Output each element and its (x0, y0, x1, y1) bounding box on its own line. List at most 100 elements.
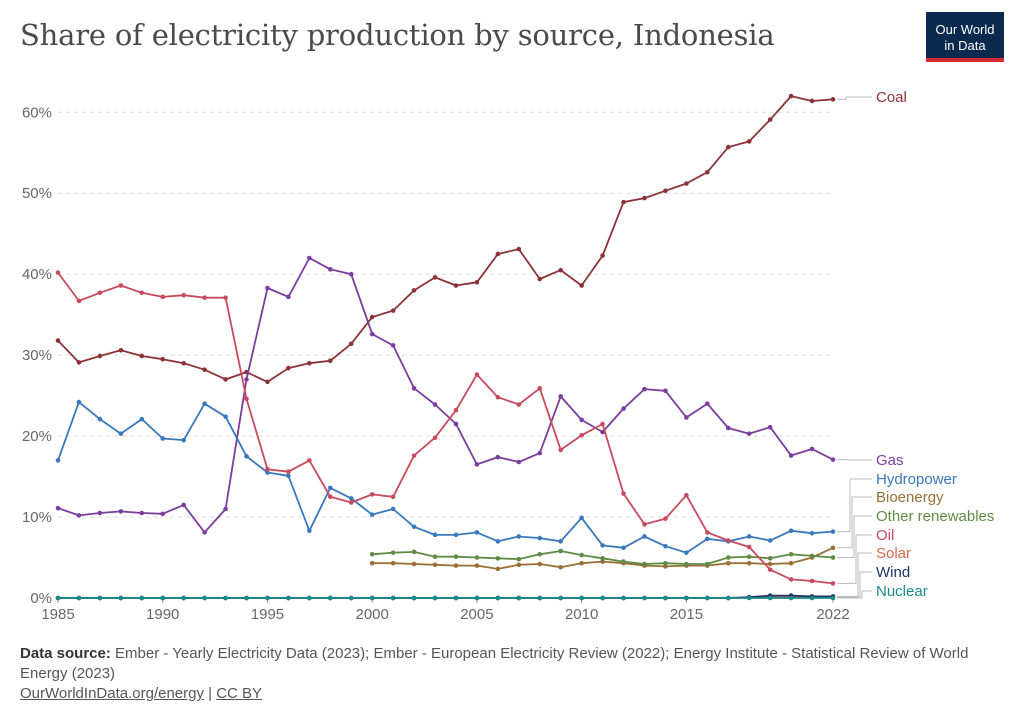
data-point-coal (621, 199, 626, 205)
data-point-coal (788, 93, 794, 99)
data-point-gas (160, 511, 166, 517)
data-point-oil (369, 492, 375, 497)
data-point-hydropower (579, 515, 584, 521)
data-point-gas (369, 331, 375, 337)
data-point-nuclear (621, 595, 626, 601)
data-point-hydropower (244, 454, 249, 459)
data-point-coal (600, 253, 605, 258)
data-point-coal (265, 379, 270, 385)
data-point-hydropower (663, 543, 668, 549)
data-point-other-renewables (830, 555, 836, 560)
series-label-gas: Gas (876, 452, 904, 469)
data-point-nuclear (369, 595, 375, 601)
data-point-other-renewables (369, 551, 375, 557)
data-point-nuclear (244, 595, 249, 601)
source-link[interactable]: OurWorldInData.org/energy (20, 685, 204, 702)
data-point-coal (139, 353, 145, 359)
owid-logo[interactable]: Our World in Data (926, 12, 1004, 62)
data-point-gas (516, 459, 522, 465)
chart-title: Share of electricity production by sourc… (20, 18, 775, 52)
data-point-nuclear (181, 595, 186, 601)
data-point-oil (642, 522, 647, 527)
data-point-bioenergy (537, 561, 543, 567)
data-point-other-renewables (432, 554, 438, 560)
data-point-hydropower (432, 532, 438, 538)
data-point-hydropower (286, 473, 291, 479)
data-point-bioenergy (369, 560, 375, 566)
data-point-bioenergy (767, 561, 773, 567)
data-point-coal (516, 246, 522, 252)
data-point-coal (286, 365, 291, 371)
data-point-other-renewables (809, 553, 815, 559)
data-point-gas (327, 267, 333, 272)
data-point-hydropower (788, 528, 794, 534)
data-point-coal (97, 353, 103, 359)
data-point-bioenergy (390, 560, 396, 566)
data-point-oil (788, 577, 794, 582)
data-point-other-renewables (767, 556, 773, 561)
line-chart: 0% 10% 20% 30% 40% 50% 60% 1985 1990 1995 2000 2005… (22, 89, 994, 623)
data-point-hydropower (830, 529, 836, 534)
data-point-nuclear (705, 595, 710, 601)
data-point-other-renewables (725, 555, 731, 560)
data-point-coal (202, 367, 207, 373)
data-point-gas (223, 506, 228, 512)
data-point-nuclear (118, 595, 124, 601)
series-line-gas (57, 257, 834, 534)
data-point-hydropower (600, 543, 605, 548)
data-point-coal (725, 144, 731, 150)
data-point-coal (76, 360, 82, 365)
data-point-nuclear (411, 595, 417, 601)
data-point-gas (76, 513, 82, 518)
label-connector-other-renewables (837, 515, 872, 559)
data-point-coal (307, 360, 312, 366)
data-point-oil (600, 421, 605, 427)
data-point-hydropower (453, 532, 459, 538)
data-point-coal (746, 139, 752, 144)
data-point-hydropower (684, 550, 689, 555)
data-point-gas (432, 402, 438, 407)
data-point-coal (830, 97, 836, 102)
data-point-nuclear (286, 595, 291, 601)
data-point-other-renewables (474, 555, 480, 560)
data-point-gas (642, 386, 647, 392)
y-tick-label: 50% (22, 185, 52, 202)
data-point-other-renewables (746, 554, 752, 560)
label-connector-coal (837, 96, 872, 100)
x-tick-label: 2015 (670, 606, 703, 623)
data-point-hydropower (474, 530, 480, 535)
data-point-nuclear (432, 595, 438, 601)
data-point-nuclear (642, 595, 647, 601)
data-point-hydropower (390, 506, 396, 512)
data-point-coal (684, 181, 689, 186)
data-point-gas (411, 386, 417, 391)
data-point-nuclear (474, 595, 480, 601)
data-point-gas (202, 530, 207, 535)
data-point-oil (495, 394, 501, 400)
data-point-oil (55, 270, 61, 275)
data-point-coal (642, 195, 647, 201)
data-point-oil (265, 466, 270, 472)
data-point-gas (788, 453, 794, 458)
license-link[interactable]: CC BY (216, 685, 263, 702)
data-point-nuclear (76, 595, 82, 601)
y-tick-label: 0% (30, 590, 52, 607)
data-point-other-renewables (495, 556, 501, 561)
series-label-bioenergy: Bioenergy (876, 489, 944, 506)
data-point-bioenergy (725, 560, 731, 566)
x-tick-label: 1995 (251, 606, 284, 623)
data-point-gas (244, 377, 249, 382)
series-label-wind: Wind (876, 564, 910, 581)
y-tick-label: 20% (22, 428, 52, 445)
data-point-coal (181, 360, 186, 366)
data-point-other-renewables (516, 556, 522, 562)
data-point-hydropower (97, 416, 103, 422)
data-point-oil (390, 494, 396, 500)
data-point-hydropower (411, 524, 417, 530)
data-point-nuclear (390, 595, 396, 601)
x-tick-label: 2005 (460, 606, 493, 623)
data-point-hydropower (558, 539, 564, 544)
data-point-gas (181, 502, 186, 508)
data-point-coal (432, 275, 438, 280)
series-label-oil: Oil (876, 527, 894, 544)
